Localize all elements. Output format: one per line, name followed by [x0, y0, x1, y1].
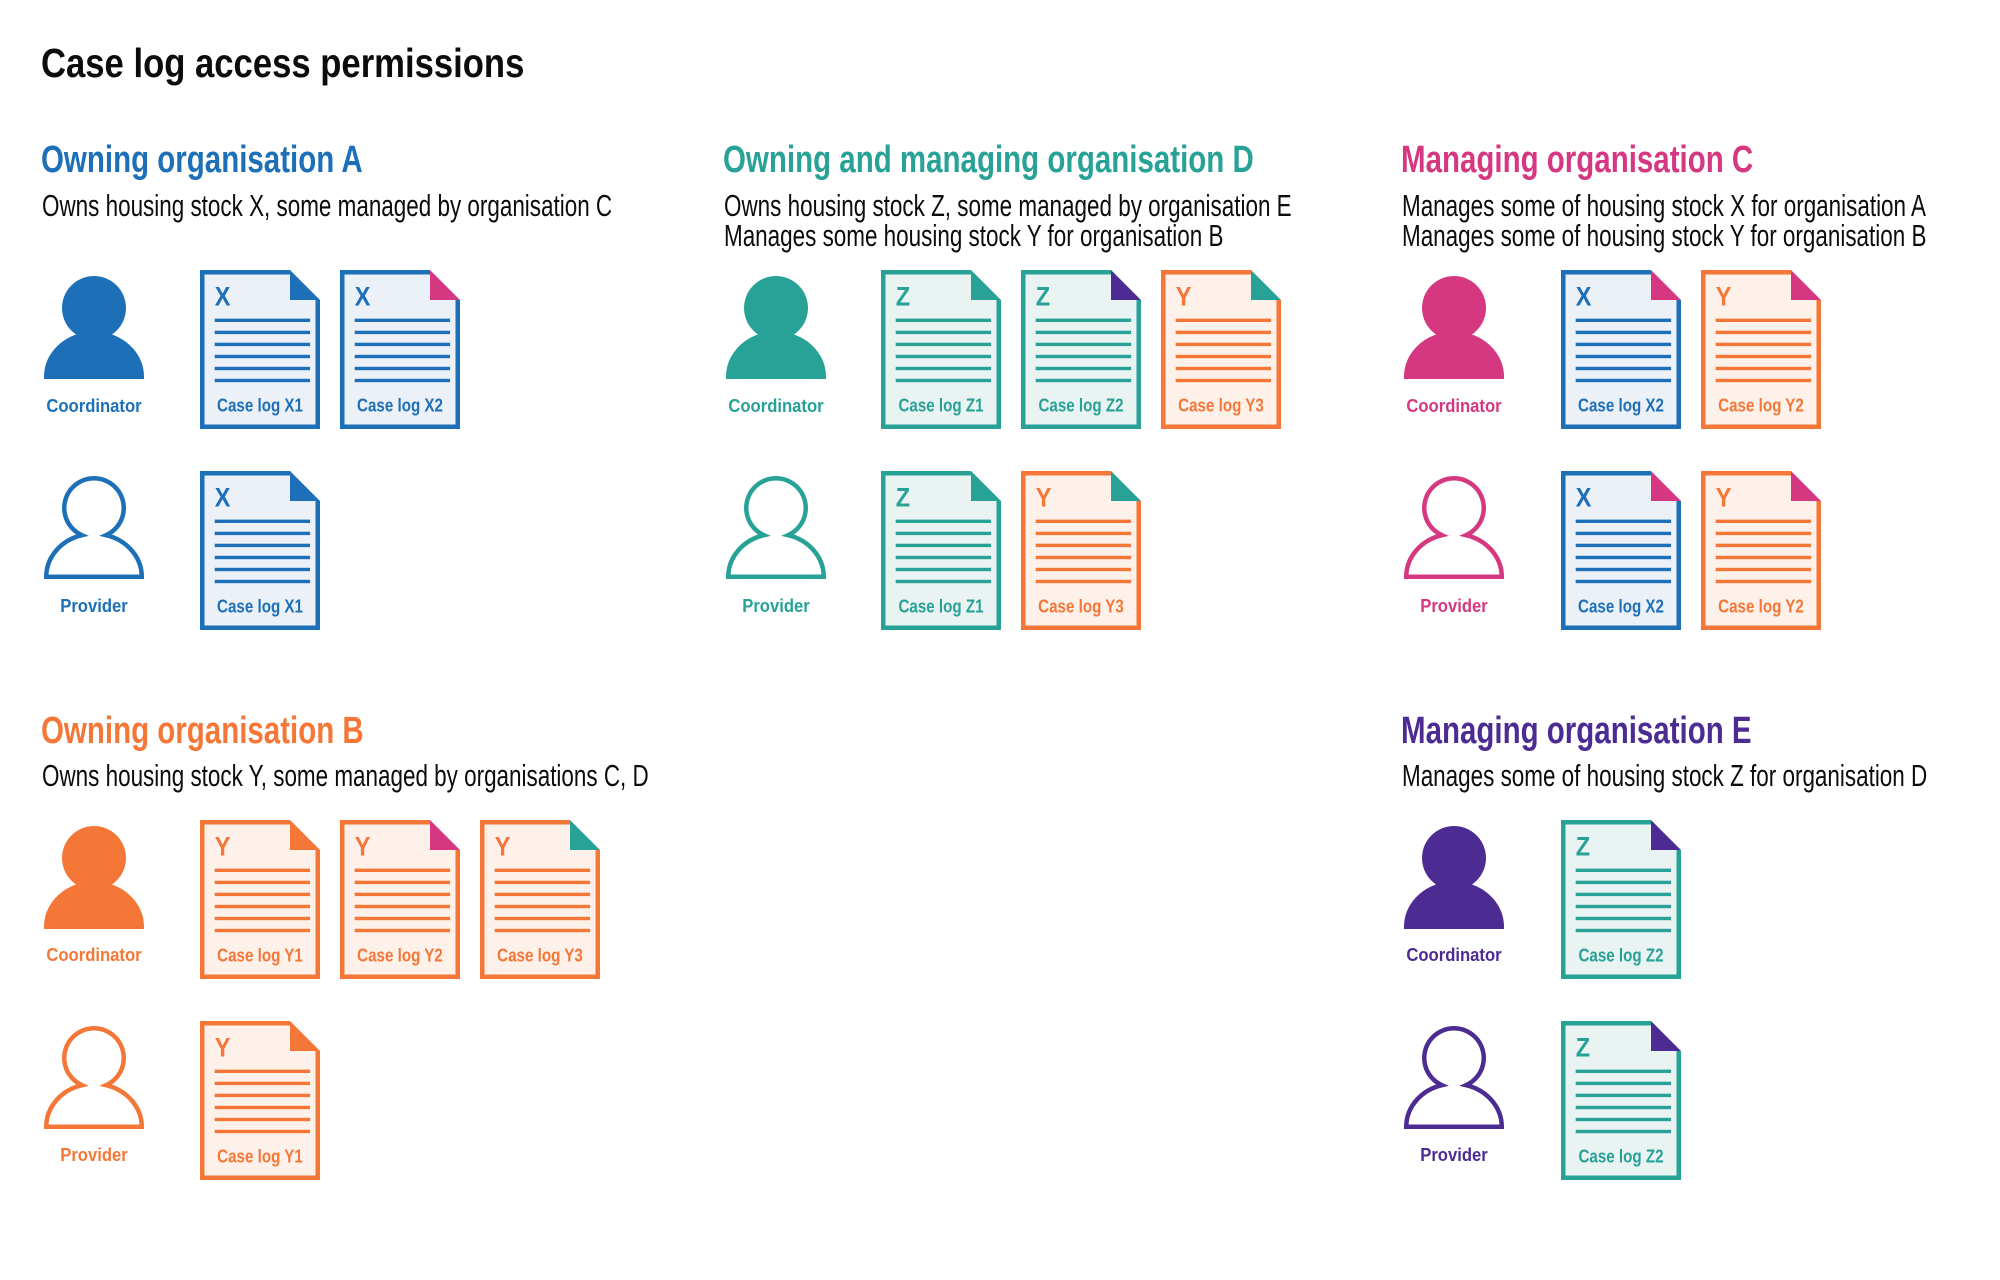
svg-text:Case log X2: Case log X2: [1578, 596, 1664, 617]
svg-text:Y: Y: [1175, 282, 1191, 312]
svg-text:Case log X1: Case log X1: [217, 596, 303, 617]
svg-text:Case log Y3: Case log Y3: [1038, 596, 1124, 617]
svg-text:Y: Y: [214, 1032, 230, 1062]
svg-text:Case log X1: Case log X1: [217, 395, 303, 416]
svg-text:Case log Y2: Case log Y2: [1718, 395, 1804, 416]
svg-text:Z: Z: [895, 282, 909, 312]
svg-text:X: X: [214, 482, 230, 512]
svg-text:Case log Z2: Case log Z2: [1578, 945, 1663, 966]
svg-text:X: X: [1576, 282, 1592, 312]
svg-text:Case log Y1: Case log Y1: [217, 945, 303, 966]
svg-text:X: X: [354, 282, 370, 312]
svg-text:Y: Y: [1035, 482, 1051, 512]
svg-text:Z: Z: [1576, 1032, 1590, 1062]
svg-text:Case log X2: Case log X2: [1578, 395, 1664, 416]
svg-text:Y: Y: [494, 832, 510, 862]
svg-text:X: X: [1576, 482, 1592, 512]
svg-text:Case log Y3: Case log Y3: [1178, 395, 1264, 416]
svg-text:Z: Z: [1035, 282, 1049, 312]
svg-text:Y: Y: [214, 832, 230, 862]
svg-text:Y: Y: [1716, 482, 1732, 512]
svg-text:Case log Z1: Case log Z1: [898, 395, 983, 416]
svg-text:Case log Z2: Case log Z2: [1578, 1146, 1663, 1167]
svg-text:Z: Z: [1576, 832, 1590, 862]
svg-text:Z: Z: [895, 482, 909, 512]
svg-text:Case log Y2: Case log Y2: [1718, 596, 1804, 617]
svg-text:Case log Y2: Case log Y2: [357, 945, 443, 966]
svg-text:Y: Y: [354, 832, 370, 862]
svg-text:Case log Z2: Case log Z2: [1038, 395, 1123, 416]
svg-text:Y: Y: [1716, 282, 1732, 312]
svg-text:Case log X2: Case log X2: [357, 395, 443, 416]
svg-text:X: X: [214, 282, 230, 312]
svg-text:Case log Z1: Case log Z1: [898, 596, 983, 617]
svg-text:Case log Y1: Case log Y1: [217, 1146, 303, 1167]
svg-text:Case log Y3: Case log Y3: [497, 945, 583, 966]
